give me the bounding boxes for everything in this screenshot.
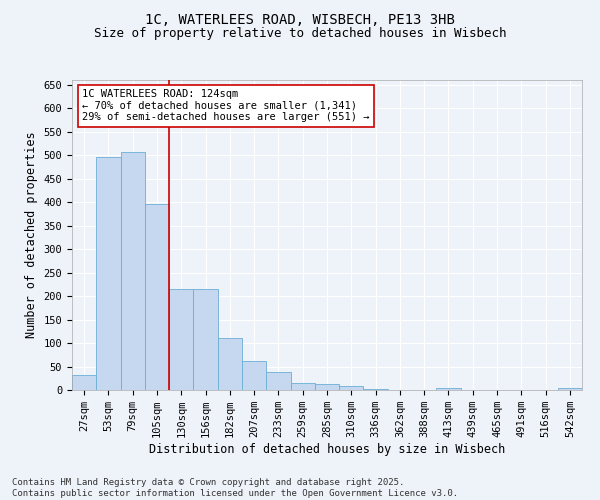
Y-axis label: Number of detached properties: Number of detached properties — [25, 132, 38, 338]
Bar — [72, 375, 96, 390]
Bar — [364, 389, 388, 390]
Text: 1C, WATERLEES ROAD, WISBECH, PE13 3HB: 1C, WATERLEES ROAD, WISBECH, PE13 3HB — [145, 12, 455, 26]
Bar — [436, 388, 461, 390]
Bar — [290, 383, 315, 390]
Bar — [266, 372, 290, 390]
Bar — [96, 156, 121, 390]
Bar — [145, 204, 169, 390]
Bar — [315, 384, 339, 390]
Bar — [121, 152, 145, 390]
Text: Size of property relative to detached houses in Wisbech: Size of property relative to detached ho… — [94, 28, 506, 40]
Bar — [339, 386, 364, 390]
Text: 1C WATERLEES ROAD: 124sqm
← 70% of detached houses are smaller (1,341)
29% of se: 1C WATERLEES ROAD: 124sqm ← 70% of detac… — [82, 90, 370, 122]
Bar — [558, 388, 582, 390]
X-axis label: Distribution of detached houses by size in Wisbech: Distribution of detached houses by size … — [149, 443, 505, 456]
Bar — [242, 361, 266, 390]
Bar — [169, 289, 193, 390]
Bar — [218, 338, 242, 390]
Bar — [193, 289, 218, 390]
Text: Contains HM Land Registry data © Crown copyright and database right 2025.
Contai: Contains HM Land Registry data © Crown c… — [12, 478, 458, 498]
